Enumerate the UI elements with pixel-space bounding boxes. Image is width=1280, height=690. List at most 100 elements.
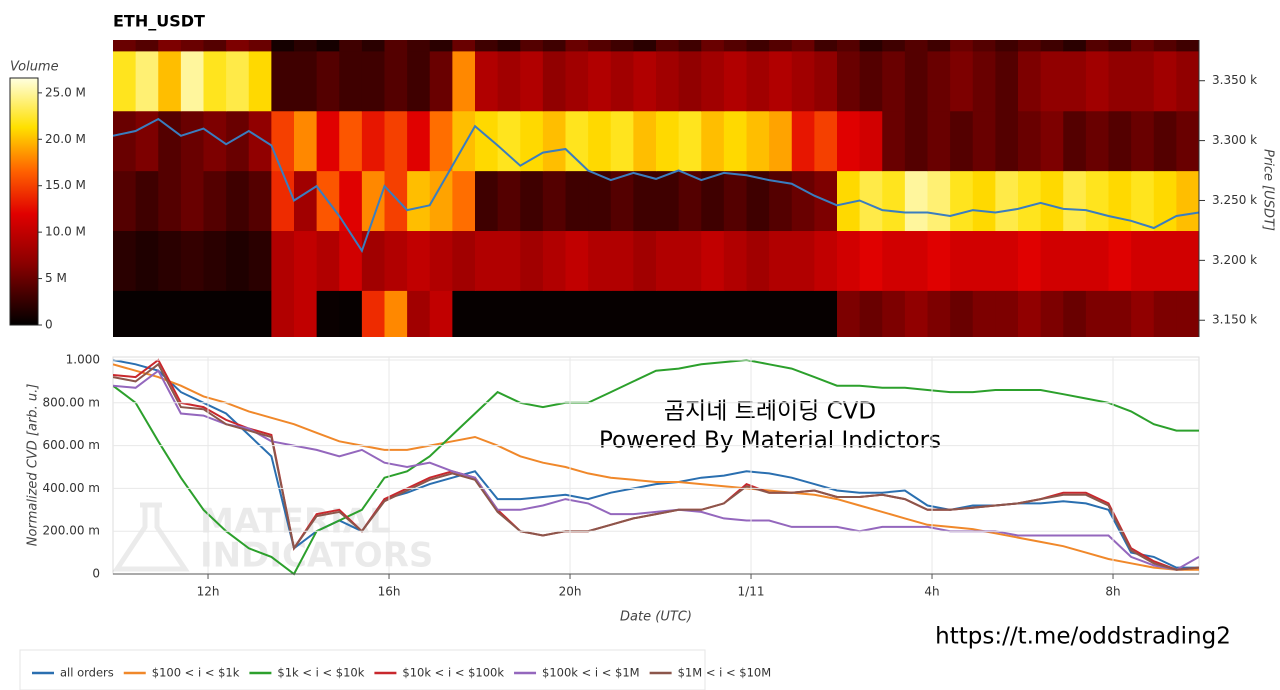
heat-cell xyxy=(113,290,137,337)
y-tick-label: 200.00 m xyxy=(43,524,101,538)
heat-cell xyxy=(1176,230,1199,291)
heat-cell xyxy=(158,290,182,337)
heat-cell xyxy=(565,50,589,112)
heat-cell xyxy=(271,170,295,232)
heat-cell xyxy=(294,290,318,337)
colorbar xyxy=(9,77,39,326)
legend-label: $1k < i < $10k xyxy=(277,666,364,680)
heat-cell xyxy=(294,110,318,172)
heat-cell xyxy=(565,40,589,52)
heat-cell xyxy=(1153,110,1177,172)
heat-cell xyxy=(226,40,250,52)
heat-cell xyxy=(294,50,318,112)
heat-cell xyxy=(1131,50,1155,112)
heat-cell xyxy=(361,40,386,52)
heat-cell xyxy=(180,170,205,232)
heat-cell xyxy=(1153,50,1177,112)
heat-cell xyxy=(633,110,657,172)
heat-cell xyxy=(882,230,906,291)
heat-cell xyxy=(384,110,408,172)
heat-cell xyxy=(271,110,295,172)
heat-cell xyxy=(701,290,725,337)
heat-cell xyxy=(1040,110,1064,172)
heat-cell xyxy=(927,110,951,172)
heat-cell xyxy=(520,50,544,112)
y-tick-label: 3.250 k xyxy=(1212,193,1257,207)
heat-cell xyxy=(814,290,838,337)
heat-cell xyxy=(701,40,725,52)
heat-cell xyxy=(588,170,612,232)
heat-cell xyxy=(791,40,815,52)
heat-cell xyxy=(226,290,250,337)
heat-cell xyxy=(135,110,159,172)
x-tick-label: 4h xyxy=(924,585,939,599)
heat-cell xyxy=(497,170,521,232)
heat-cell xyxy=(837,50,861,112)
y-tick-label: 3.350 k xyxy=(1212,73,1257,87)
heat-cell xyxy=(904,170,929,232)
heat-cell xyxy=(588,40,612,52)
heat-cell xyxy=(633,170,657,232)
heat-cell xyxy=(769,110,793,172)
colorbar-tick-label: 25.0 M xyxy=(45,85,86,99)
heat-cell xyxy=(497,230,521,291)
heat-cell xyxy=(904,230,929,291)
heat-cell xyxy=(429,50,453,112)
heat-cell xyxy=(429,110,453,172)
heat-cell xyxy=(113,230,137,291)
heat-cell xyxy=(882,50,906,112)
heat-cell xyxy=(135,170,159,232)
heat-cell xyxy=(972,50,996,112)
heat-cell xyxy=(1176,290,1199,337)
heat-cell xyxy=(723,290,748,337)
annotation: Powered By Material Indictors xyxy=(599,428,941,454)
heat-cell xyxy=(520,170,544,232)
heat-cell xyxy=(316,230,340,291)
heat-cell xyxy=(565,110,589,172)
heat-cell xyxy=(339,290,363,337)
heat-cell xyxy=(203,40,227,52)
colorbar-tick-label: 20.0 M xyxy=(45,132,86,146)
heat-cell xyxy=(248,230,272,291)
heat-cell xyxy=(135,40,159,52)
heat-cell xyxy=(678,290,702,337)
heat-cell xyxy=(633,40,657,52)
heat-cell xyxy=(565,290,589,337)
heat-cell xyxy=(746,40,770,52)
colorbar-tick-label: 0 xyxy=(45,318,53,332)
y-tick-label: 3.300 k xyxy=(1212,133,1257,147)
heat-cell xyxy=(248,110,272,172)
heat-cell xyxy=(158,40,182,52)
legend-label: $100 < i < $1k xyxy=(152,666,240,680)
heat-cell xyxy=(475,230,499,291)
heat-cell xyxy=(1018,110,1042,172)
heat-cell xyxy=(678,110,702,172)
heat-cell xyxy=(339,110,363,172)
heat-cell xyxy=(542,170,567,232)
heat-cell xyxy=(180,110,205,172)
heat-cell xyxy=(452,40,476,52)
colorbar-tick-label: 15.0 M xyxy=(45,178,86,192)
heat-cell xyxy=(723,40,748,52)
heat-cell xyxy=(339,40,363,52)
link[interactable]: https://t.me/oddstrading2 xyxy=(935,624,1231,650)
heat-cell xyxy=(113,50,137,112)
heat-cell xyxy=(226,50,250,112)
x-tick-label: 20h xyxy=(559,585,582,599)
y-axis-label: Normalized CVD [arb. u.] xyxy=(26,384,41,547)
x-tick-label: 8h xyxy=(1105,585,1120,599)
heat-cell xyxy=(497,110,521,172)
heat-cell xyxy=(248,170,272,232)
heat-cell xyxy=(475,290,499,337)
heat-cell xyxy=(1040,50,1064,112)
heat-cell xyxy=(203,230,227,291)
y-tick-label: 0 xyxy=(92,567,100,581)
heat-cell xyxy=(656,110,680,172)
heat-cell xyxy=(226,110,250,172)
heat-cell xyxy=(542,50,567,112)
heat-cell xyxy=(1040,40,1064,52)
heat-cell xyxy=(723,110,748,172)
heat-cell xyxy=(701,50,725,112)
heat-cell xyxy=(769,230,793,291)
